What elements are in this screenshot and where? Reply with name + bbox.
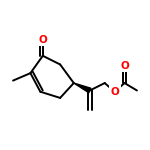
Text: O: O <box>110 87 119 97</box>
Polygon shape <box>74 83 91 93</box>
Text: O: O <box>38 35 47 45</box>
Text: O: O <box>120 61 129 71</box>
